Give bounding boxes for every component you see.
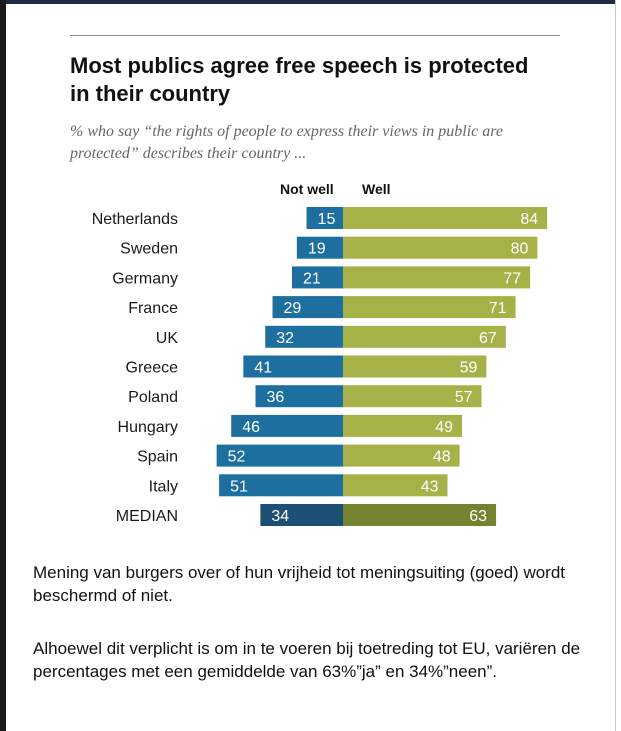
- row-label-france: France: [128, 300, 178, 317]
- row-label-netherlands: Netherlands: [92, 211, 178, 228]
- caption-paragraph-2: Alhoewel dit verplicht is om in te voere…: [33, 639, 581, 681]
- value-not-well-poland: 36: [267, 389, 285, 406]
- header-rule: [70, 35, 560, 36]
- bar-well-median: [343, 504, 497, 526]
- value-well-hungary: 49: [435, 419, 453, 436]
- bar-well-france: [343, 296, 516, 319]
- value-well-uk: 67: [479, 330, 497, 347]
- caption-paragraph-1: Mening van burgers over of hun vrijheid …: [33, 563, 566, 605]
- value-not-well-sweden: 19: [308, 241, 326, 258]
- value-not-well-france: 29: [284, 300, 302, 317]
- bar-not-well-germany: [291, 266, 343, 289]
- value-well-median: 63: [469, 508, 487, 525]
- value-well-greece: 59: [460, 360, 478, 377]
- bar-well-uk: [343, 325, 506, 348]
- bar-not-well-poland: [255, 385, 343, 408]
- value-not-well-italy: 51: [230, 478, 248, 495]
- frame-left-border: [0, 0, 6, 731]
- bar-not-well-italy: [219, 474, 343, 497]
- row-label-poland: Poland: [128, 389, 178, 406]
- row-label-hungary: Hungary: [118, 419, 178, 436]
- value-well-italy: 43: [421, 478, 439, 495]
- chart-subtitle: % who say “the rights of people to expre…: [70, 123, 503, 162]
- frame-top-border: [0, 0, 621, 4]
- row-label-sweden: Sweden: [120, 241, 178, 258]
- value-well-sweden: 80: [511, 241, 529, 258]
- chart-title: Most publics agree free speech is protec…: [70, 53, 529, 106]
- bar-well-greece: [343, 355, 487, 378]
- row-label-greece: Greece: [126, 360, 179, 377]
- row-label-uk: UK: [156, 330, 179, 347]
- value-not-well-greece: 41: [254, 360, 272, 377]
- bar-not-well-netherlands: [306, 207, 343, 229]
- bar-not-well-median: [260, 504, 343, 526]
- bar-well-netherlands: [343, 207, 548, 229]
- value-not-well-hungary: 46: [242, 419, 260, 436]
- row-label-spain: Spain: [137, 449, 178, 466]
- bar-well-spain: [343, 444, 460, 467]
- value-not-well-germany: 21: [303, 270, 321, 287]
- value-well-poland: 57: [455, 389, 473, 406]
- bar-well-germany: [343, 266, 531, 289]
- row-label-germany: Germany: [112, 270, 178, 287]
- value-not-well-netherlands: 15: [318, 211, 336, 228]
- value-well-spain: 48: [433, 449, 451, 466]
- bar-not-well-sweden: [296, 236, 343, 259]
- value-well-germany: 77: [503, 270, 521, 287]
- bar-well-poland: [343, 385, 482, 408]
- bar-well-hungary: [343, 414, 463, 437]
- value-well-france: 71: [489, 300, 507, 317]
- bar-well-italy: [343, 474, 448, 497]
- value-well-netherlands: 84: [520, 211, 538, 228]
- row-label-median: MEDIAN: [116, 508, 178, 525]
- bar-not-well-france: [272, 296, 343, 319]
- bar-not-well-spain: [216, 444, 343, 467]
- bar-well-sweden: [343, 236, 538, 259]
- value-not-well-spain: 52: [228, 449, 246, 466]
- bar-not-well-hungary: [231, 414, 343, 437]
- bar-not-well-greece: [243, 355, 343, 378]
- value-not-well-median: 34: [271, 508, 289, 525]
- bar-not-well-uk: [265, 325, 343, 348]
- column-header-not-well: Not well: [280, 181, 334, 197]
- column-header-well: Well: [362, 181, 391, 197]
- diverging-bar-chart: Netherlands 15 84 Sweden 19 80 Germany 21 77 Fran…: [92, 207, 548, 526]
- row-label-italy: Italy: [149, 478, 178, 495]
- frame-right-border: [615, 0, 621, 731]
- value-not-well-uk: 32: [276, 330, 294, 347]
